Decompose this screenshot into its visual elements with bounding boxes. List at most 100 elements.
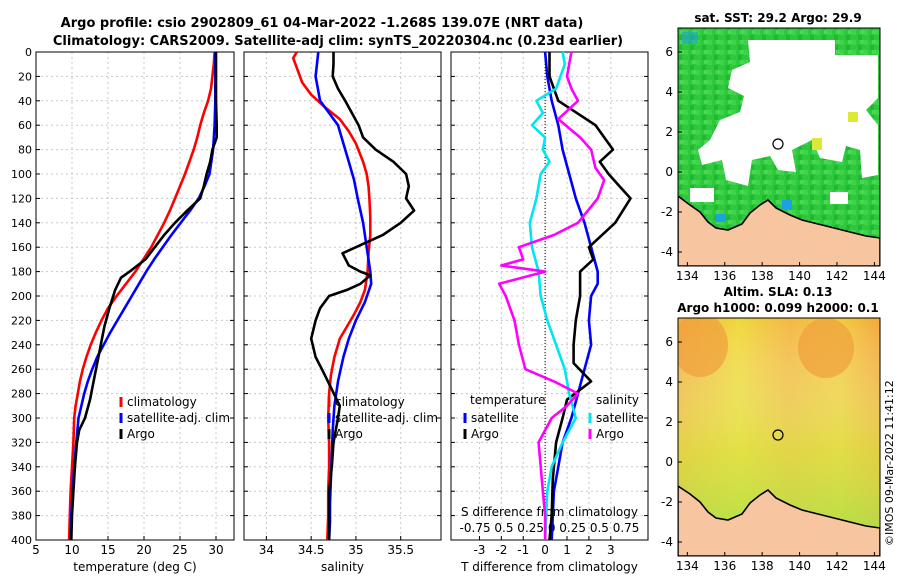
sst-map-title: sat. SST: 29.2 Argo: 29.9 (694, 11, 861, 25)
map-y-tick-label: 6 (665, 335, 673, 349)
y-tick-label: 100 (11, 168, 32, 181)
series-line-argo (309, 52, 416, 540)
legend-label: satellite-adj. clim (335, 411, 438, 425)
legend-label: satellite-adj. clim (127, 411, 230, 425)
map-x-tick-label: 144 (863, 559, 886, 573)
y-tick-label: 120 (11, 192, 32, 205)
legend-label: Argo (335, 427, 363, 441)
map-x-tick-label: 144 (863, 269, 886, 283)
series-line-satellite (69, 52, 217, 541)
x-tick-label: 10 (64, 543, 79, 557)
series-line-satellite (543, 51, 599, 541)
series-line-argo (70, 52, 218, 541)
sst-cloud-blob (830, 192, 848, 204)
map-y-tick-label: 0 (665, 165, 673, 179)
legend-label: Argo (471, 427, 499, 441)
series-line-salinity_diff (497, 51, 606, 540)
sla-map-frame (677, 317, 881, 557)
map-x-tick-label: 136 (713, 269, 736, 283)
legend-title-temperature: temperature (470, 393, 545, 407)
map-x-tick-label: 142 (826, 559, 849, 573)
sla-high-patch (678, 318, 728, 377)
sst-cool-patch (782, 200, 792, 210)
x-tick-label: 20 (136, 543, 151, 557)
map-x-tick-label: 136 (713, 559, 736, 573)
y-tick-label: 20 (18, 70, 32, 83)
x-tick-label: 35.5 (387, 543, 414, 557)
sst-cloud-gap (698, 40, 878, 186)
x-axis-label: temperature (deg C) (73, 560, 196, 574)
y-tick-label: 40 (18, 95, 32, 108)
y-tick-label: 180 (11, 266, 32, 279)
y-tick-label: 340 (11, 461, 32, 474)
x-tick-label: 35 (348, 543, 363, 557)
sla-map-title-2: Argo h1000: 0.099 h2000: 0.1 (677, 301, 878, 315)
x-tick-label: 34 (259, 543, 274, 557)
sst-warm-patch (848, 112, 858, 122)
map-y-tick-label: -2 (661, 495, 673, 509)
x-axis-label: salinity (321, 560, 364, 574)
y-tick-label: 380 (11, 510, 32, 523)
sst-map-frame (677, 27, 881, 267)
sla-map-title-1: Altim. SLA: 0.13 (724, 285, 833, 299)
salinity-panel: 34 34.5 35 35.5 salinity climatology satellite… (243, 51, 442, 574)
y-tick-label: 0 (25, 46, 32, 59)
temperature-panel: 0 20 40 60 80 100 120 140 160 180 200 220 240 260 280 3… (11, 46, 235, 574)
map-x-tick-label: 142 (826, 269, 849, 283)
map-y-tick-label: -4 (661, 535, 673, 549)
x-tick-label: 15 (100, 543, 115, 557)
series-line-argo (548, 52, 632, 541)
map-y-tick-label: -4 (661, 245, 673, 259)
y-tick-label: 80 (18, 144, 32, 157)
sst-warm-patch (682, 32, 698, 44)
legend-label: climatology (127, 395, 197, 409)
y-tick-label: 220 (11, 314, 32, 327)
x-tick-label: 3 (607, 543, 615, 557)
sst-land (678, 195, 880, 266)
y-tick-label: 200 (11, 290, 32, 303)
map-y-tick-label: 4 (665, 375, 673, 389)
x-tick-label: 30 (208, 543, 223, 557)
sla-map: Altim. SLA: 0.13 Argo h1000: 0.099 h2000… (661, 285, 886, 573)
title-line2: Climatology: CARS2009. Satellite-adj cli… (53, 34, 623, 49)
title-line1: Argo profile: csio 2902809_61 04-Mar-202… (61, 16, 584, 31)
difference-panel: -3 -2 -1 0 1 2 3 T difference from climatology S… (450, 51, 649, 574)
legend-label: Argo (596, 427, 624, 441)
y-tick-label: 240 (11, 339, 32, 352)
sla-land (678, 485, 880, 556)
x2-axis-label: S difference from climatology (461, 505, 638, 519)
map-y-tick-label: 6 (665, 45, 673, 59)
x-tick-label: -2 (495, 543, 507, 557)
x-tick-label: 5 (32, 543, 40, 557)
legend-label: satellite (596, 411, 644, 425)
map-y-tick-label: 2 (665, 125, 673, 139)
legend-label: climatology (335, 395, 405, 409)
y-tick-label: 320 (11, 436, 32, 449)
x-tick-label: 2 (585, 543, 593, 557)
plot-frame (450, 51, 649, 541)
y-tick-label: 360 (11, 485, 32, 498)
y-tick-label: 140 (11, 217, 32, 230)
x-tick-label: -3 (473, 543, 485, 557)
sst-map: sat. SST: 29.2 Argo: 29.9 134 136 138 140 14… (661, 11, 886, 283)
legend-label: satellite (471, 411, 519, 425)
map-x-tick-label: 134 (676, 559, 699, 573)
legend-title-salinity: salinity (596, 393, 639, 407)
map-x-tick-label: 138 (751, 559, 774, 573)
map-x-tick-label: 140 (788, 269, 811, 283)
sst-warm-patch (812, 138, 822, 150)
map-y-tick-label: 4 (665, 85, 673, 99)
y-tick-label: 160 (11, 241, 32, 254)
x-tick-label: 34.5 (298, 543, 325, 557)
series-line-satellite_s_diff (528, 51, 578, 541)
sla-map-axes: 134 136 138 140 142 144 -4 -2 0 2 4 6 (661, 335, 886, 573)
map-x-tick-label: 134 (676, 269, 699, 283)
y-tick-label: 260 (11, 363, 32, 376)
map-y-tick-label: 0 (665, 455, 673, 469)
x-tick-label: 1 (563, 543, 571, 557)
y-tick-label: 60 (18, 119, 32, 132)
sla-high-patch (798, 318, 854, 378)
legend-label: Argo (127, 427, 155, 441)
sst-argo-marker (772, 138, 784, 150)
